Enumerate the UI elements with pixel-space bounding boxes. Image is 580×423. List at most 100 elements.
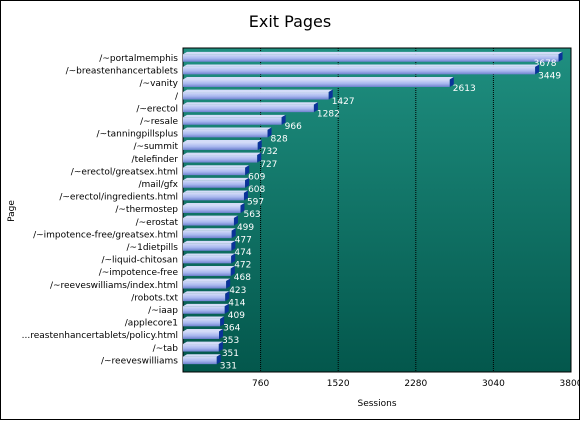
bar-value-label: 3449: [538, 72, 561, 82]
bar-end-cap: [245, 177, 250, 188]
bar-top-face: [183, 203, 245, 206]
bar-end-cap: [220, 316, 225, 327]
bar-value-label: 1282: [317, 109, 340, 119]
bar-top-face: [183, 51, 563, 55]
bar-value-label: 353: [222, 336, 239, 346]
bar-front-face: [183, 331, 220, 339]
bar-top-face: [183, 228, 236, 231]
category-label: /~1dietpills: [127, 243, 179, 253]
x-tick-label: 760: [252, 379, 269, 389]
category-label: /~impotence-free: [99, 268, 179, 278]
bar-end-cap: [219, 329, 224, 339]
bar: [183, 190, 248, 201]
bar: [183, 253, 236, 264]
bar-value-label: 828: [271, 135, 288, 145]
category-label: /~breastenhancertablets: [66, 67, 179, 77]
bar-value-label: 597: [247, 198, 264, 208]
bar-value-label: 3678: [534, 59, 557, 69]
bar-top-face: [183, 303, 229, 307]
bar: [183, 152, 262, 163]
bar: [183, 203, 245, 213]
bar-top-face: [183, 140, 262, 143]
bar-front-face: [183, 268, 231, 276]
bar-value-label: 414: [228, 298, 245, 308]
bar-front-face: [183, 142, 258, 150]
category-label: /~vanity: [140, 79, 179, 89]
bar-top-face: [183, 240, 236, 244]
bar: [183, 102, 318, 113]
bar-top-face: [183, 77, 454, 80]
bar-front-face: [183, 92, 329, 100]
bar: [183, 228, 236, 239]
bar-end-cap: [535, 64, 540, 75]
bar: [183, 240, 236, 251]
bar-value-label: 563: [243, 210, 260, 220]
x-tick-label: 3800: [560, 379, 579, 389]
bar-front-face: [183, 117, 282, 125]
bar: [183, 127, 272, 138]
bar-end-cap: [267, 127, 272, 138]
bar-top-face: [183, 89, 333, 93]
category-label: /~liquid-chitosan: [101, 256, 178, 266]
bar-value-label: 468: [234, 273, 251, 283]
x-axis-label: Sessions: [357, 399, 396, 409]
bar-front-face: [183, 243, 232, 251]
category-label: /~tanningpillsplus: [97, 130, 179, 140]
bar-end-cap: [224, 303, 229, 314]
category-label: /telefinder: [132, 155, 179, 165]
category-label: /mail/gfx: [138, 180, 178, 190]
bar: [183, 316, 225, 327]
bar-front-face: [183, 318, 221, 327]
bar-end-cap: [231, 240, 236, 251]
bar-end-cap: [218, 341, 223, 352]
bar-top-face: [183, 278, 231, 282]
category-label: /~erectol/greatsex.html: [71, 167, 178, 177]
bar-top-face: [183, 127, 272, 130]
category-label: /~erectol: [136, 104, 178, 114]
bar-end-cap: [313, 102, 318, 113]
bar-end-cap: [226, 278, 231, 289]
chart-title: Exit Pages: [249, 12, 331, 31]
bar: [183, 354, 221, 365]
plot-area: [182, 47, 572, 373]
bar-value-label: 331: [220, 361, 237, 371]
bar-value-label: 608: [248, 185, 265, 195]
bar-value-label: 351: [222, 349, 239, 359]
bar-end-cap: [216, 354, 221, 365]
bar: [183, 278, 231, 289]
bar-top-face: [183, 266, 235, 269]
bar-front-face: [183, 205, 241, 213]
category-label: ...reastenhancertablets/policy.html: [22, 331, 178, 341]
bar-end-cap: [245, 165, 250, 176]
category-label: /~portalmemphis: [99, 54, 178, 64]
bar-end-cap: [231, 228, 236, 239]
bar-end-cap: [257, 152, 262, 163]
bar-top-face: [183, 316, 225, 319]
category-label: /~impotence-free/greatsex.html: [33, 230, 178, 240]
bar-top-face: [183, 215, 238, 219]
bar-front-face: [183, 167, 246, 176]
bar-top-face: [183, 114, 286, 118]
bar-front-face: [183, 66, 536, 75]
category-label: /~resale: [140, 117, 178, 127]
category-label: /~erectol/ingredients.html: [59, 193, 178, 203]
bar-front-face: [183, 255, 232, 264]
bar-front-face: [183, 54, 559, 62]
bar-end-cap: [230, 266, 235, 276]
bar-top-face: [183, 329, 224, 332]
category-label: /: [175, 92, 179, 102]
x-tick-label: 1520: [327, 379, 350, 389]
bar: [183, 341, 223, 352]
bar-end-cap: [225, 291, 230, 302]
y-axis-label: Page: [7, 200, 17, 222]
bar-front-face: [183, 281, 227, 289]
bar-value-label: 732: [261, 147, 278, 157]
bar-value-label: 364: [223, 324, 240, 334]
bar-top-face: [183, 291, 230, 294]
bar-front-face: [183, 104, 314, 113]
bar: [183, 329, 224, 339]
bar-value-label: 499: [237, 223, 254, 233]
bar-front-face: [183, 192, 244, 201]
